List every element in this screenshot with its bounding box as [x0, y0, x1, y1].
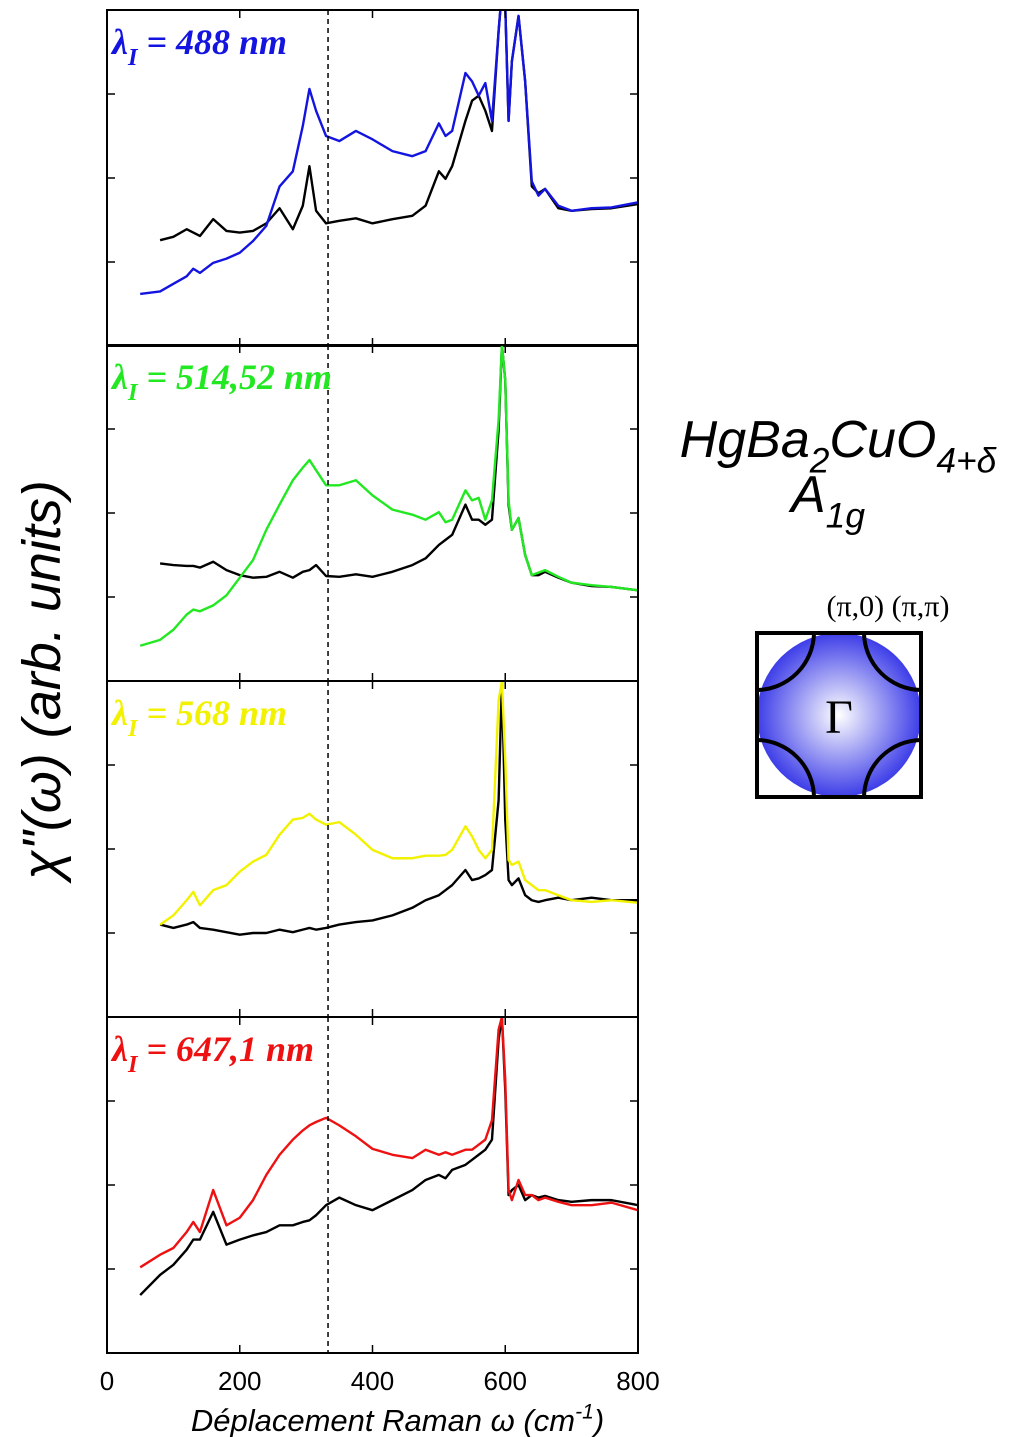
x-tick-label: 800: [616, 1366, 659, 1396]
text-part: = 568 nm: [138, 693, 288, 733]
text-part: λ: [110, 22, 128, 62]
zone-center: Γ: [825, 691, 853, 744]
text-part: λ: [110, 1029, 128, 1069]
spectrum-line: [159, 681, 638, 936]
spectrum-line: [139, 1017, 638, 1269]
text-part: 2: [809, 442, 830, 481]
brillouin-zone: [755, 631, 923, 799]
spectrum-line: [159, 681, 638, 926]
fermi-arcs: [756, 632, 922, 798]
text-part: λ: [110, 357, 128, 397]
panel: [106, 344, 639, 682]
x-axis-label: Déplacement Raman ω (cm-1): [191, 1401, 604, 1437]
text-part: A: [788, 466, 826, 524]
text-part: HgBa: [680, 411, 810, 469]
text-part: I: [127, 715, 139, 742]
y-axis-label: χ"(ω) (arb. units): [12, 480, 72, 884]
zone-boundary: [755, 631, 923, 799]
text-part: I: [127, 1051, 139, 1078]
text-part: CuO: [829, 411, 936, 469]
panel-label: λI = 488 nm: [110, 22, 287, 71]
text-part: = 488 nm: [138, 22, 288, 62]
text-part: I: [127, 44, 139, 71]
text-part: 4+δ: [936, 442, 996, 481]
x-tick-label: 200: [218, 1366, 261, 1396]
panel-label: λI = 568 nm: [110, 693, 287, 742]
panel-label: λI = 647,1 nm: [110, 1029, 314, 1078]
symmetry-label: A1g: [788, 466, 865, 536]
text-part: I: [127, 379, 139, 406]
x-tick-label: 400: [351, 1366, 394, 1396]
zone-points: (π,0) (π,π): [827, 590, 950, 623]
spectrum-line: [139, 345, 638, 647]
x-tick-label: 0: [100, 1366, 114, 1396]
panel: 0 200 400 600 800: [100, 1016, 660, 1396]
compound-label: HgBa2CuO4+δ: [680, 411, 997, 481]
text-part: Déplacement Raman ω (cm: [191, 1403, 575, 1437]
text-part: -1: [575, 1401, 594, 1424]
text-part: = 647,1 nm: [138, 1029, 315, 1069]
text-part: ): [590, 1403, 604, 1437]
text-part: λ: [110, 693, 128, 733]
panel-label: λI = 514,52 nm: [110, 357, 332, 406]
text-part: 1g: [826, 497, 866, 536]
x-tick-label: 600: [484, 1366, 527, 1396]
spectrum-line: [139, 1017, 638, 1296]
panel: [106, 9, 639, 347]
spectrum-line: [140, 10, 638, 296]
text-part: = 514,52 nm: [138, 357, 333, 397]
